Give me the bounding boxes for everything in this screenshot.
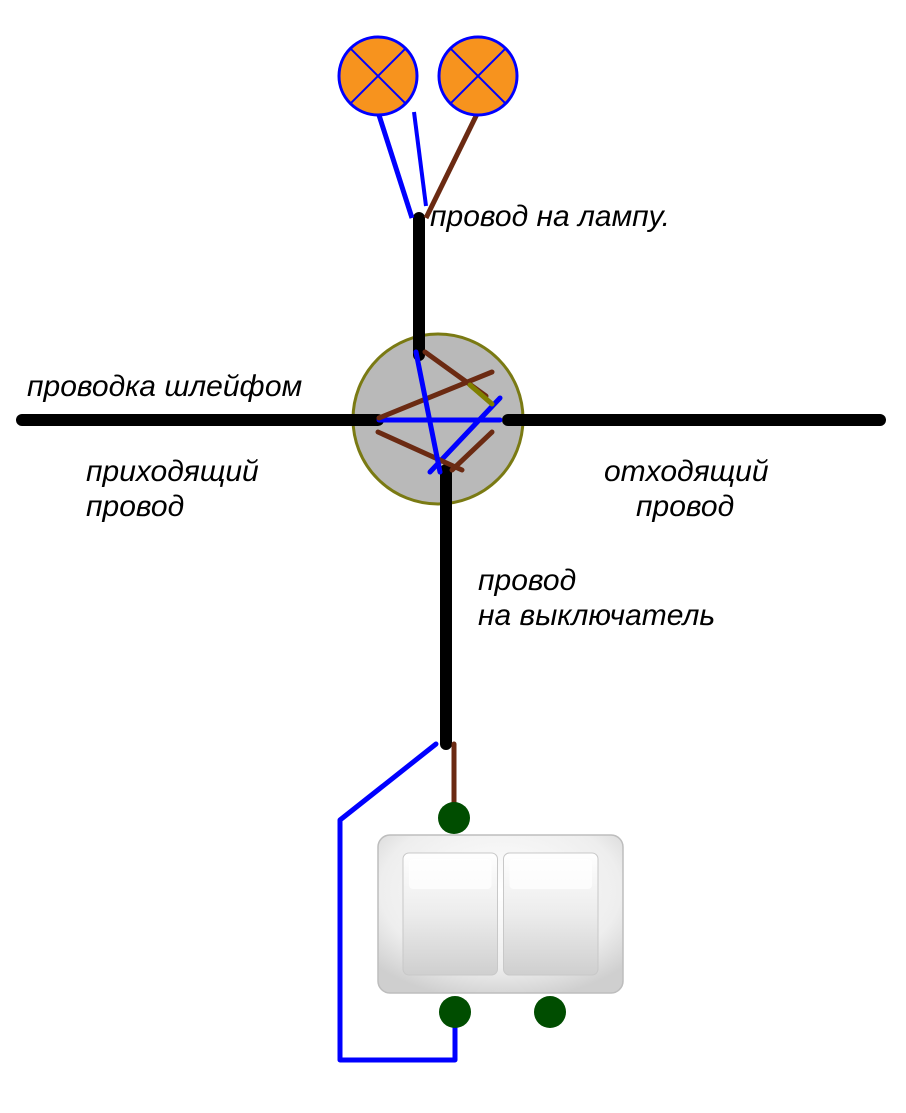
switch-terminal-1 bbox=[439, 996, 471, 1028]
label-switch-l1: провод bbox=[478, 564, 576, 599]
switch-terminal-2 bbox=[534, 996, 566, 1028]
wire-lamp-blue bbox=[378, 112, 412, 218]
wire-lamp-blue-inner bbox=[414, 112, 426, 206]
label-switch-l2: на выключатель bbox=[478, 599, 715, 634]
lamp-symbol-0 bbox=[339, 37, 417, 115]
label-loop-wiring: проводка шлейфом bbox=[27, 370, 302, 405]
label-lamp-wire: провод на лампу. bbox=[430, 200, 670, 235]
label-incoming-l1: приходящий bbox=[86, 455, 259, 490]
label-outgoing-l1: отходящий bbox=[604, 455, 769, 490]
label-outgoing-l2: провод bbox=[636, 490, 734, 525]
switch-terminal-0 bbox=[438, 802, 470, 834]
wall-switch bbox=[378, 835, 623, 993]
label-incoming-l2: провод bbox=[86, 490, 184, 525]
wiring-diagram bbox=[0, 0, 906, 1113]
lamp-symbol-1 bbox=[439, 37, 517, 115]
